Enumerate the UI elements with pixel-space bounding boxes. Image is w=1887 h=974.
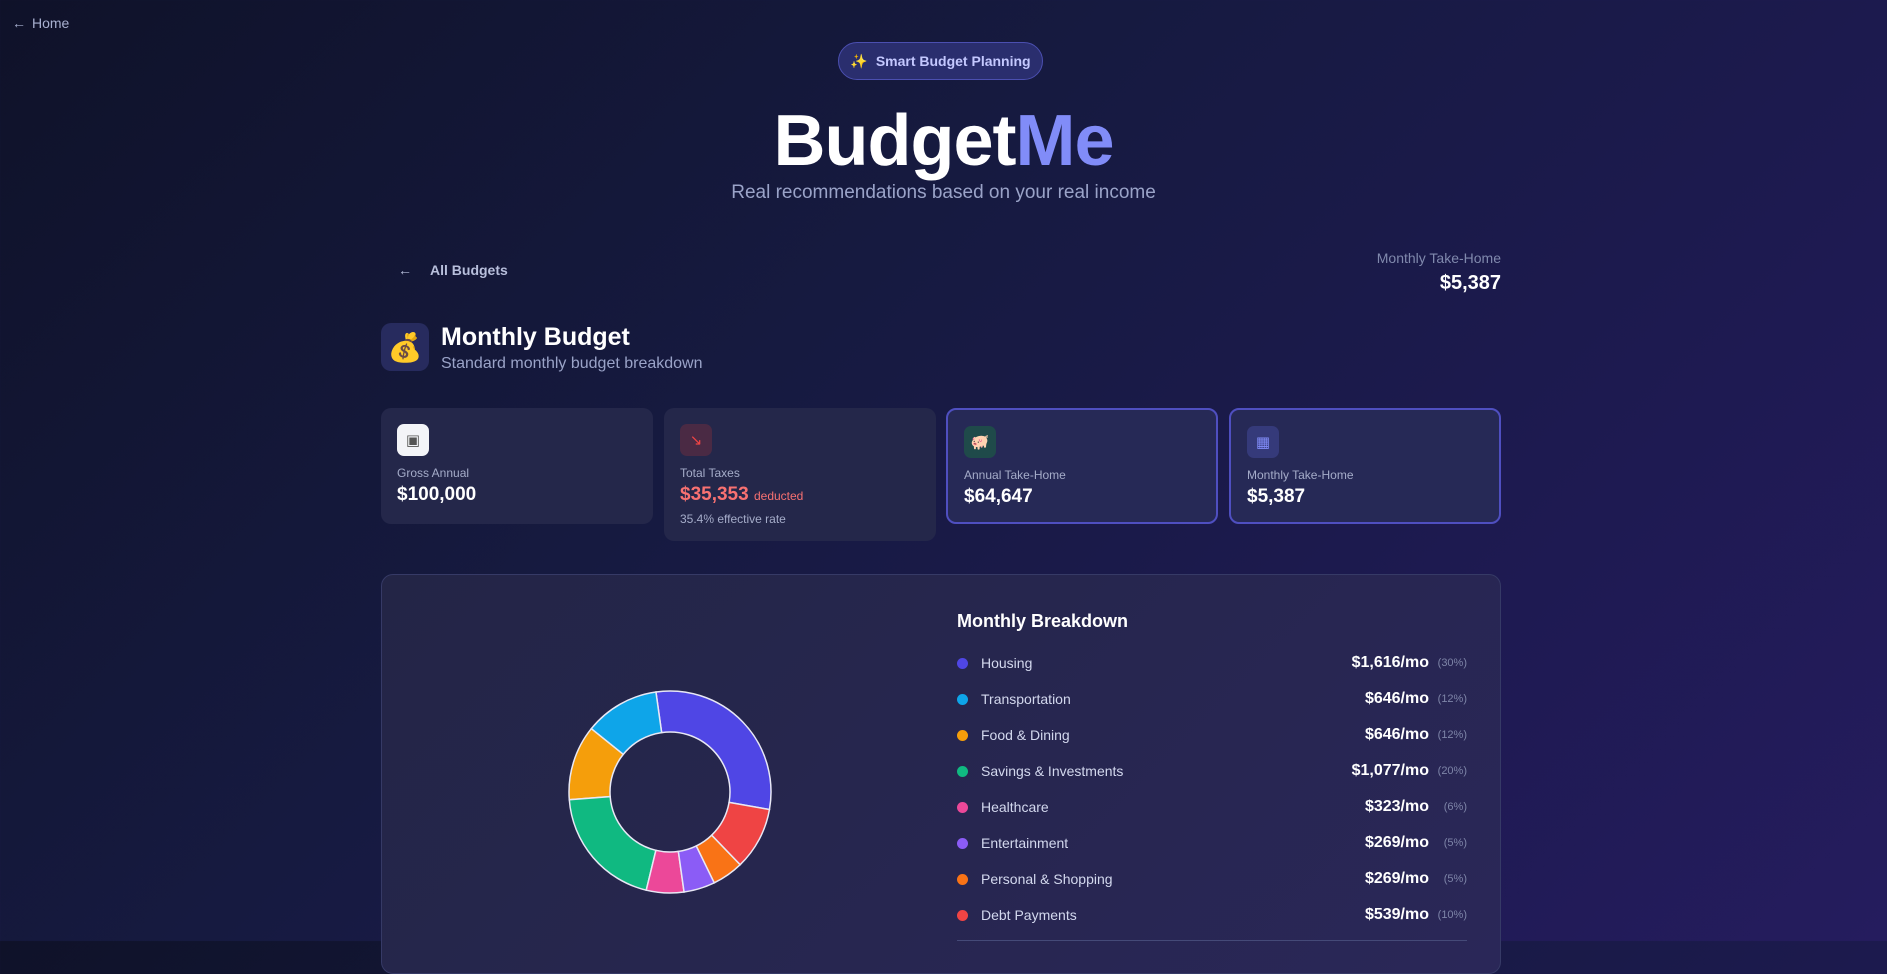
feature-badge: ✨ Smart Budget Planning	[838, 42, 1043, 80]
category-percent: (30%)	[1437, 657, 1467, 669]
gross-annual-card: ▣ Gross Annual $100,000	[381, 408, 653, 524]
wallet-icon: ▣	[397, 424, 429, 456]
category-amount: $269/mo	[1364, 834, 1429, 851]
category-percent: (12%)	[1437, 693, 1467, 705]
category-name: Entertainment	[981, 835, 1069, 851]
donut-slice-housing[interactable]	[655, 690, 772, 811]
all-budgets-button[interactable]: ← All Budgets	[398, 262, 508, 278]
budget-donut-chart	[568, 690, 772, 894]
category-percent: (10%)	[1437, 909, 1467, 921]
category-amount: $539/mo	[1364, 906, 1429, 923]
legend-dot	[957, 837, 968, 849]
donut-slice-debt-payments[interactable]	[710, 801, 771, 866]
category-amount: $1,616/mo	[1351, 654, 1429, 671]
legend-dot	[957, 657, 968, 669]
app-title: BudgetMe	[773, 101, 1115, 181]
category-amount: $323/mo	[1364, 798, 1429, 815]
category-name: Food & Dining	[981, 727, 1070, 743]
donut-slice-personal-shopping[interactable]	[695, 834, 742, 884]
breakdown-title: Monthly Breakdown	[957, 611, 1129, 631]
annual-take-home-card: 🐖 Annual Take-Home $64,647	[946, 408, 1218, 524]
legend-dot	[957, 909, 968, 921]
category-amount: $269/mo	[1364, 870, 1429, 887]
page-title: Monthly Budget	[441, 323, 630, 351]
app-subtitle: Real recommendations based on your real …	[731, 182, 1156, 203]
donut-slice-transportation[interactable]	[590, 691, 663, 756]
monthly-take-home-summary: Monthly Take-Home $5,387	[1376, 250, 1501, 294]
arrow-left-icon: ←	[12, 15, 26, 31]
category-name: Personal & Shopping	[981, 871, 1113, 887]
breakdown-panel	[381, 574, 1501, 974]
category-percent: (6%)	[1443, 801, 1467, 813]
donut-slice-healthcare[interactable]	[645, 849, 685, 894]
donut-slice-entertainment[interactable]	[677, 844, 716, 893]
breakdown-row: Entertainment $269/mo (5%)	[957, 831, 1467, 855]
monthly-take-home-card: ▦ Monthly Take-Home $5,387	[1229, 408, 1501, 524]
breakdown-row: Transportation $646/mo (12%)	[957, 687, 1467, 711]
category-name: Savings & Investments	[981, 763, 1124, 779]
breakdown-row: Food & Dining $646/mo (12%)	[957, 723, 1467, 747]
breakdown-row: Personal & Shopping $269/mo (5%)	[957, 867, 1467, 891]
category-amount: $1,077/mo	[1351, 762, 1429, 779]
breakdown-row: Debt Payments $539/mo (10%)	[957, 903, 1467, 927]
category-name: Debt Payments	[981, 907, 1077, 923]
donut-slice-food-dining[interactable]	[568, 727, 625, 801]
breakdown-row: Healthcare $323/mo (6%)	[957, 795, 1467, 819]
category-amount: $646/mo	[1364, 690, 1429, 707]
legend-dot	[957, 873, 968, 885]
piggy-bank-icon: 🐖	[964, 426, 996, 458]
calendar-icon: ▦	[1247, 426, 1279, 458]
category-percent: (20%)	[1437, 765, 1467, 777]
category-percent: (12%)	[1437, 729, 1467, 741]
legend-dot	[957, 801, 968, 813]
donut-slice-savings-investments[interactable]	[568, 795, 657, 892]
money-bag-icon: 💰	[381, 323, 429, 371]
category-name: Healthcare	[981, 799, 1049, 815]
breakdown-row: Housing $1,616/mo (30%)	[957, 651, 1467, 675]
category-amount: $646/mo	[1364, 726, 1429, 743]
category-name: Transportation	[981, 691, 1071, 707]
legend-dot	[957, 765, 968, 777]
arrow-left-icon: ←	[398, 262, 412, 278]
legend-dot	[957, 729, 968, 741]
category-name: Housing	[981, 655, 1033, 671]
breakdown-row: Savings & Investments $1,077/mo (20%)	[957, 759, 1467, 783]
total-taxes-card: ↘ Total Taxes $35,353 deducted 35.4% effec…	[664, 408, 936, 541]
category-percent: (5%)	[1443, 873, 1467, 885]
page-subtitle: Standard monthly budget breakdown	[441, 355, 703, 372]
trending-down-icon: ↘	[680, 424, 712, 456]
legend-dot	[957, 693, 968, 705]
home-link[interactable]: ← Home	[12, 15, 70, 31]
sparkles-icon: ✨	[850, 52, 868, 69]
category-percent: (5%)	[1443, 837, 1467, 849]
